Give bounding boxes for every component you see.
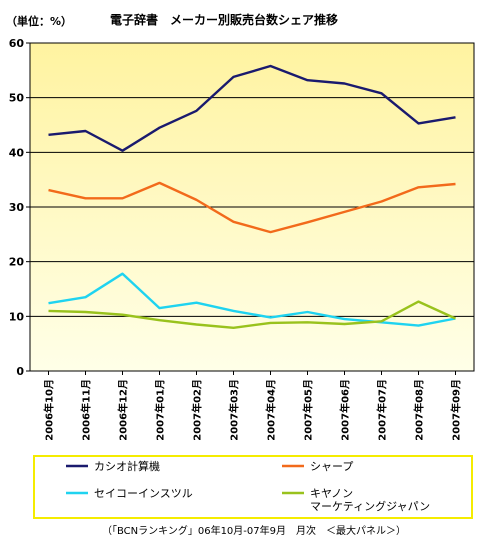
y-axis: 0 10 20 30 40 50 60 [9,37,30,378]
y-tick-label: 0 [16,365,24,378]
unit-label: （単位：%） [6,14,72,28]
y-tick-label: 20 [9,256,25,269]
series-line-3 [48,272,456,327]
y-tick-label: 40 [9,146,25,159]
y-tick-label: 10 [9,310,25,323]
x-axis: 2006年10月 2006年11月 2006年12月 2007年01月 2007年02月… [43,371,463,441]
legend-label-3: セイコーインスツル [94,487,193,500]
x-tick-label: 2006年11月 [80,379,93,441]
x-tick-label: 2007年03月 [228,379,241,441]
gridlines [30,97,474,317]
series-line-2 [48,181,456,234]
x-tick-label: 2007年08月 [413,379,426,441]
x-tick-label: 2007年02月 [191,379,204,441]
y-tick-label: 30 [9,201,25,214]
y-tick-label: 50 [9,92,25,105]
legend-label-2: シャープ [310,460,353,473]
legend-label-1: カシオ計算機 [94,459,160,473]
x-tick-label: 2007年07月 [376,379,389,441]
series-lines [48,64,456,329]
x-tick-label: 2007年05月 [302,379,315,441]
x-tick-label: 2007年01月 [154,379,167,441]
y-tick-label: 60 [9,37,25,50]
x-tick-label: 2007年06月 [339,379,352,441]
footer-note: （「BCNランキング」06年10月-07年9月 月次 ＜最大パネル＞） [102,524,406,537]
x-tick-label: 2006年12月 [117,379,130,441]
x-tick-label: 2006年10月 [43,379,56,441]
series-line-4 [48,300,456,329]
x-tick-label: 2007年09月 [450,379,463,441]
chart-title: 電子辞書 メーカー別販売台数シェア推移 [110,12,338,27]
legend-box [33,455,473,519]
series-line-1 [48,64,456,152]
legend-label-4: マーケティングジャパン [310,499,430,513]
legend-label-4: キヤノン [310,487,353,500]
x-tick-label: 2007年04月 [265,379,278,441]
